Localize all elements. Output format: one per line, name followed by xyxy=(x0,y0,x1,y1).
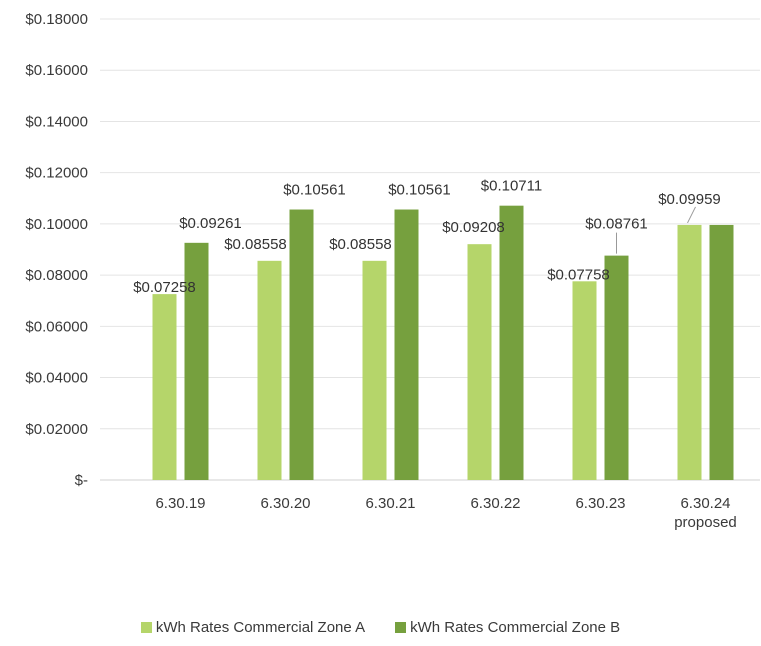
y-axis: $- $0.02000 $0.04000 $0.06000 $0.08000 $0.100… xyxy=(25,11,88,489)
data-label-zone-a: $0.09208 xyxy=(442,219,505,236)
data-label-zone-a: $0.08558 xyxy=(224,236,287,253)
y-tick-label: $0.04000 xyxy=(25,370,88,387)
bar-zone-b xyxy=(499,205,524,480)
x-tick-label: 6.30.20 xyxy=(260,495,310,512)
data-label-zone-a: $0.09959 xyxy=(658,191,721,208)
y-tick-label: $- xyxy=(75,472,88,489)
bar-zone-a xyxy=(677,224,702,480)
y-tick-label: $0.08000 xyxy=(25,267,88,284)
legend-swatch-zone-a xyxy=(140,622,152,633)
bars xyxy=(152,205,734,480)
legend-item-zone-b: kWh Rates Commercial Zone B xyxy=(395,619,620,636)
data-label-zone-b: $0.09261 xyxy=(179,215,242,232)
bar-zone-a xyxy=(362,260,387,480)
bar-zone-a xyxy=(257,260,282,480)
y-tick-label: $0.02000 xyxy=(25,421,88,438)
bar-zone-b xyxy=(394,209,419,480)
data-label-zone-a: $0.08558 xyxy=(329,236,392,253)
x-axis: 6.30.19 6.30.20 6.30.21 6.30.22 6.30.23 6.30.… xyxy=(155,495,736,531)
y-tick-label: $0.06000 xyxy=(25,318,88,335)
bar-zone-b xyxy=(604,255,629,480)
legend: kWh Rates Commercial Zone A kWh Rates Co… xyxy=(0,619,761,636)
x-tick-label: 6.30.23 xyxy=(575,495,625,512)
gridlines xyxy=(100,18,760,481)
legend-item-zone-a: kWh Rates Commercial Zone A xyxy=(140,619,366,636)
legend-label-zone-b: kWh Rates Commercial Zone B xyxy=(410,619,621,636)
x-tick-label: 6.30.22 xyxy=(470,495,520,512)
label-leader-line xyxy=(687,206,696,224)
bar-zone-b xyxy=(289,209,314,480)
x-tick-label: 6.30.21 xyxy=(365,495,415,512)
y-tick-label: $0.14000 xyxy=(25,113,88,130)
data-label-zone-b: $0.10561 xyxy=(388,182,451,199)
data-label-zone-a: $0.07258 xyxy=(133,279,196,296)
bar-zone-a xyxy=(467,244,492,480)
bar-zone-b xyxy=(184,242,209,480)
x-tick-label: 6.30.24 proposed xyxy=(674,495,737,531)
y-tick-label: $0.18000 xyxy=(25,11,88,28)
legend-label-zone-a: kWh Rates Commercial Zone A xyxy=(155,619,366,636)
x-tick-label: 6.30.19 xyxy=(155,495,205,512)
y-tick-label: $0.10000 xyxy=(25,216,88,233)
y-tick-label: $0.12000 xyxy=(25,165,88,182)
legend-swatch-zone-b xyxy=(395,622,407,633)
y-tick-label: $0.16000 xyxy=(25,62,88,79)
data-label-zone-b: $0.08761 xyxy=(585,216,648,233)
bar-zone-a xyxy=(152,294,177,480)
data-labels: $0.07258 $0.09261 $0.08558 $0.10561 $0.08558… xyxy=(133,178,721,296)
data-label-zone-b: $0.10711 xyxy=(481,178,542,195)
data-label-zone-b: $0.10561 xyxy=(283,182,346,199)
data-label-zone-a: $0.07758 xyxy=(547,266,610,283)
bar-zone-b xyxy=(709,224,734,480)
bar-zone-a xyxy=(572,281,597,480)
